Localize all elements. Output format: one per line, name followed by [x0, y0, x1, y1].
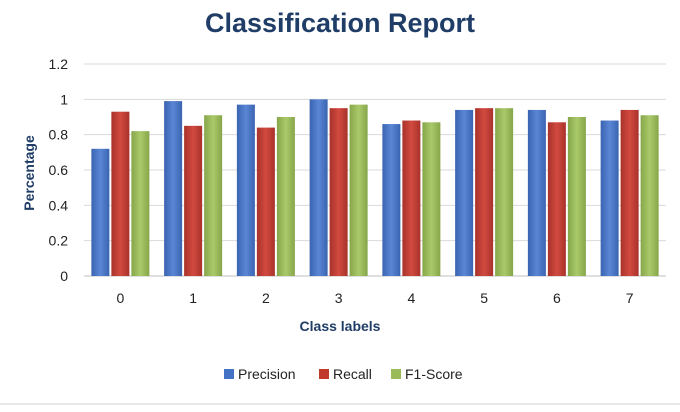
legend-swatch [224, 369, 234, 379]
bar-f1-score-class-0 [131, 131, 150, 276]
bar-recall-class-5 [475, 108, 494, 277]
y-tick-label: 0.8 [49, 127, 69, 143]
x-tick-label: 6 [553, 290, 561, 306]
x-tick-label: 0 [116, 290, 124, 306]
legend-swatch [319, 369, 329, 379]
y-tick-label: 1 [60, 91, 68, 107]
legend-label: Recall [333, 366, 372, 382]
bar-precision-class-1 [164, 101, 183, 276]
legend: Precision Recall F1-Score [224, 366, 463, 382]
x-tick-label: 4 [407, 290, 415, 306]
bar-precision-class-6 [527, 109, 546, 276]
bar-recall-class-0 [111, 111, 130, 276]
x-tick-label: 2 [262, 290, 270, 306]
y-axis-ticks: 0 0.2 0.4 0.6 0.8 1 1.2 [49, 56, 69, 284]
x-tick-label: 1 [189, 290, 197, 306]
bar-precision-class-0 [91, 148, 110, 276]
bar-precision-class-4 [382, 124, 401, 276]
x-tick-label: 7 [626, 290, 634, 306]
x-axis-ticks: 0 1 2 3 4 5 6 7 [116, 290, 633, 306]
bar-f1-score-class-6 [567, 117, 586, 276]
bar-f1-score-class-3 [349, 104, 368, 276]
bar-recall-class-2 [256, 127, 275, 276]
legend-label: F1-Score [405, 366, 463, 382]
bar-recall-class-3 [329, 108, 348, 277]
x-tick-label: 5 [480, 290, 488, 306]
bar-precision-class-3 [309, 99, 328, 276]
bar-precision-class-5 [455, 109, 474, 276]
y-tick-label: 0.4 [49, 197, 69, 213]
bar-recall-class-1 [184, 125, 203, 276]
bar-recall-class-7 [620, 109, 639, 276]
bar-f1-score-class-2 [276, 117, 295, 276]
bar-recall-class-4 [402, 120, 421, 277]
bars [91, 99, 659, 277]
chart-title: Classification Report [205, 8, 475, 38]
y-tick-label: 1.2 [49, 56, 69, 72]
bar-f1-score-class-5 [495, 108, 514, 277]
x-tick-label: 3 [335, 290, 343, 306]
bar-recall-class-6 [547, 122, 566, 276]
bar-f1-score-class-7 [640, 115, 659, 276]
bar-precision-class-2 [236, 104, 255, 276]
legend-swatch [391, 369, 401, 379]
bar-precision-class-7 [600, 120, 619, 277]
bar-f1-score-class-4 [422, 122, 441, 276]
x-axis-title: Class labels [300, 318, 381, 334]
legend-label: Precision [238, 366, 296, 382]
y-tick-label: 0 [60, 268, 68, 284]
y-axis-title: Percentage [21, 135, 37, 211]
bar-f1-score-class-1 [204, 115, 223, 276]
y-tick-label: 0.2 [49, 233, 69, 249]
y-tick-label: 0.6 [49, 162, 69, 178]
